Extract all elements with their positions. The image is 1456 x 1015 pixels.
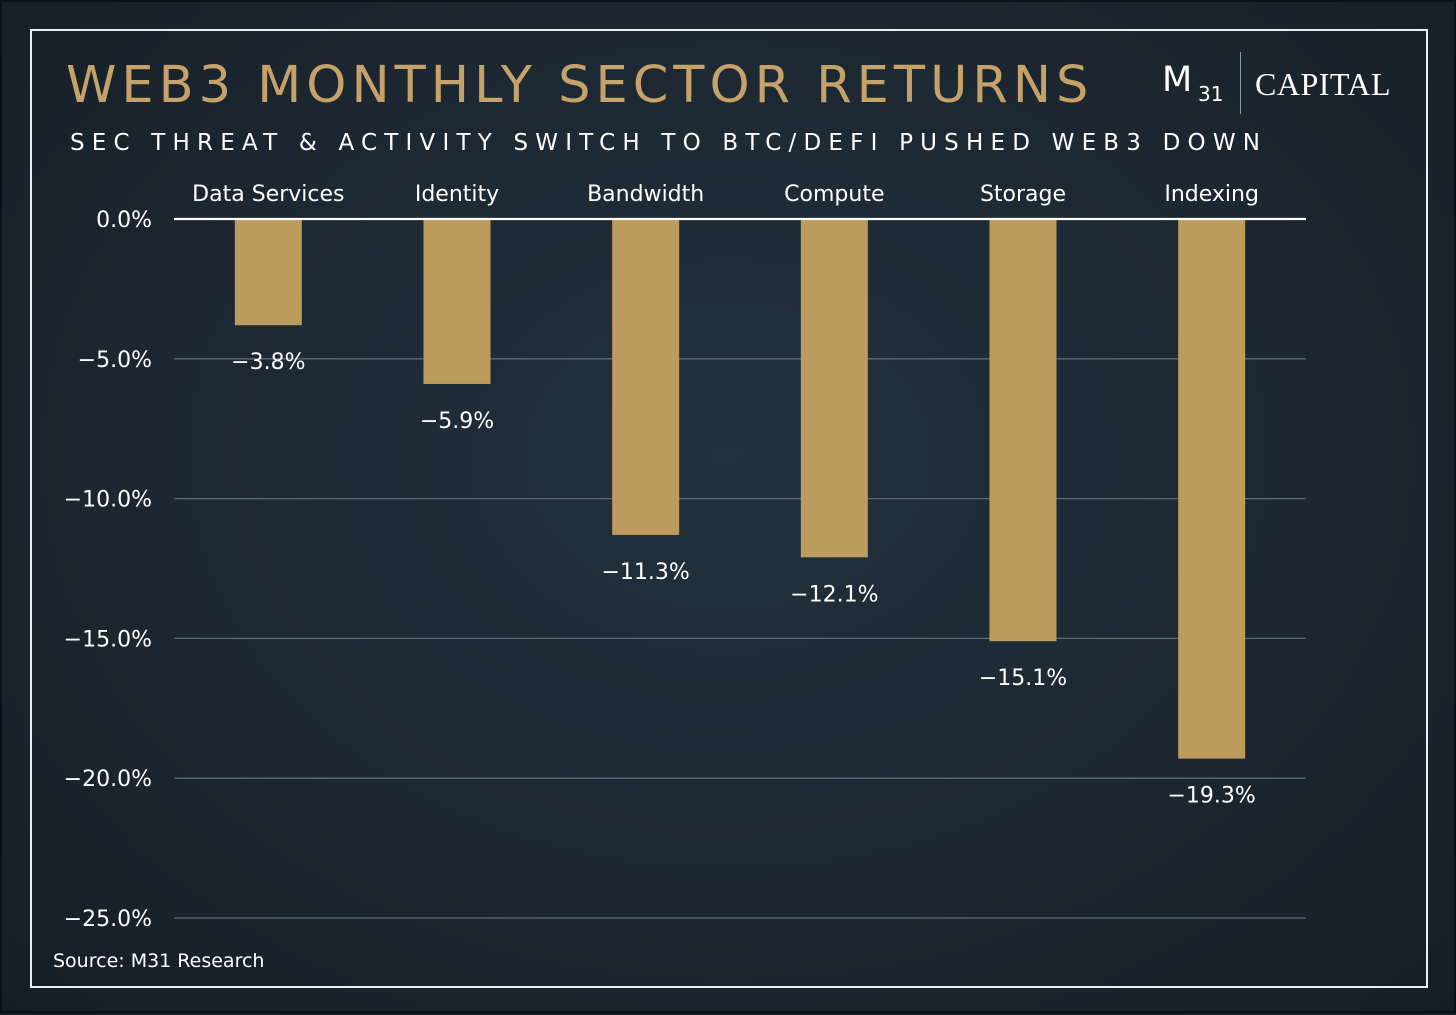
y-tick-label: −15.0% — [64, 627, 152, 652]
source-note: Source: M31 Research — [53, 950, 265, 972]
x-tick-label: Bandwidth — [587, 182, 704, 207]
bar — [989, 219, 1057, 642]
x-tick-label: Compute — [784, 182, 884, 207]
y-tick-label: −5.0% — [78, 348, 152, 373]
brand-logo: M 31 CAPITAL — [1160, 52, 1400, 116]
bar — [423, 219, 491, 384]
logo-mark-subscript: 31 — [1198, 82, 1224, 106]
data-label: −11.3% — [602, 560, 690, 585]
data-label: −12.1% — [790, 582, 878, 607]
data-label: −15.1% — [979, 666, 1067, 691]
inner-border — [30, 29, 1428, 988]
logo-divider — [1240, 52, 1241, 114]
data-label: −19.3% — [1168, 784, 1256, 809]
logo-mark: M — [1162, 60, 1194, 100]
bar — [1178, 219, 1246, 759]
chart-subtitle: SEC THREAT & ACTIVITY SWITCH TO BTC/DEFI… — [70, 130, 1268, 156]
y-tick-label: 0.0% — [96, 208, 152, 233]
bar — [234, 219, 302, 326]
logo-name: CAPITAL — [1255, 66, 1392, 102]
bar — [800, 219, 868, 558]
x-tick-label: Data Services — [192, 182, 344, 207]
y-tick-label: −10.0% — [64, 488, 152, 513]
data-label: −3.8% — [231, 350, 305, 375]
chart-title: WEB3 MONTHLY SECTOR RETURNS — [66, 56, 1094, 115]
x-tick-label: Indexing — [1164, 182, 1259, 207]
y-tick-label: −20.0% — [64, 767, 152, 792]
data-label: −5.9% — [420, 409, 494, 434]
bar — [612, 219, 680, 535]
x-tick-label: Storage — [980, 182, 1066, 207]
x-tick-label: Identity — [415, 182, 499, 207]
y-tick-label: −25.0% — [64, 907, 152, 932]
